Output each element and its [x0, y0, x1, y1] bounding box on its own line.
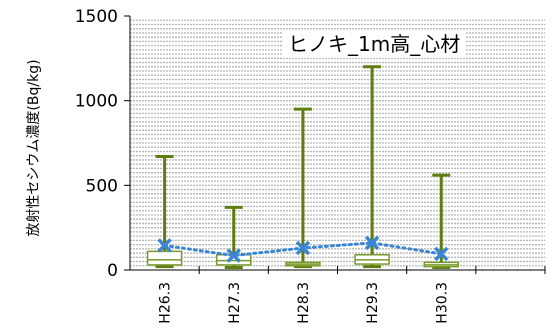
- chart-title-background: [283, 30, 466, 58]
- x-tick-label: H26.3: [158, 282, 174, 324]
- x-tick-label: H28.3: [296, 282, 312, 324]
- x-tick-label: H30.3: [434, 282, 450, 324]
- x-tick-label: H27.3: [227, 282, 243, 324]
- mean-marker: [157, 238, 172, 253]
- x-tick-label: H29.3: [365, 282, 381, 324]
- y-axis-ticks: 0 500 1000 1500: [75, 7, 130, 281]
- y-tick-label: 1500: [75, 7, 118, 27]
- y-tick-label: 0: [107, 261, 118, 281]
- mean-marker: [226, 248, 241, 263]
- mean-marker-stroke: [157, 238, 172, 253]
- mean-marker: [364, 235, 380, 251]
- mean-marker: [295, 240, 311, 256]
- mean-marker-stroke: [364, 235, 380, 251]
- y-tick-label: 1000: [75, 92, 118, 112]
- mean-series: [157, 235, 449, 263]
- box-iqr: [146, 250, 183, 266]
- mean-marker-stroke: [434, 246, 449, 262]
- mean-marker: [434, 246, 449, 262]
- mean-marker-stroke: [226, 248, 241, 263]
- box-H27.3: [216, 205, 252, 269]
- mean-marker-stroke: [295, 240, 311, 256]
- grid-lines: [130, 19, 545, 267]
- x-axis-ticks: H26.3 H27.3 H28.3 H29.3 H30.3: [158, 266, 546, 324]
- y-axis-label: 放射性セシウム濃度(Bq/kg): [26, 59, 42, 236]
- chart-title: ヒノキ_1m高_心材: [288, 32, 460, 56]
- y-tick-label: 500: [86, 176, 118, 196]
- box-H28.3: [285, 107, 321, 269]
- box-H29.3: [354, 65, 390, 269]
- box-H26.3: [146, 155, 183, 269]
- boxplot-series: [146, 65, 459, 269]
